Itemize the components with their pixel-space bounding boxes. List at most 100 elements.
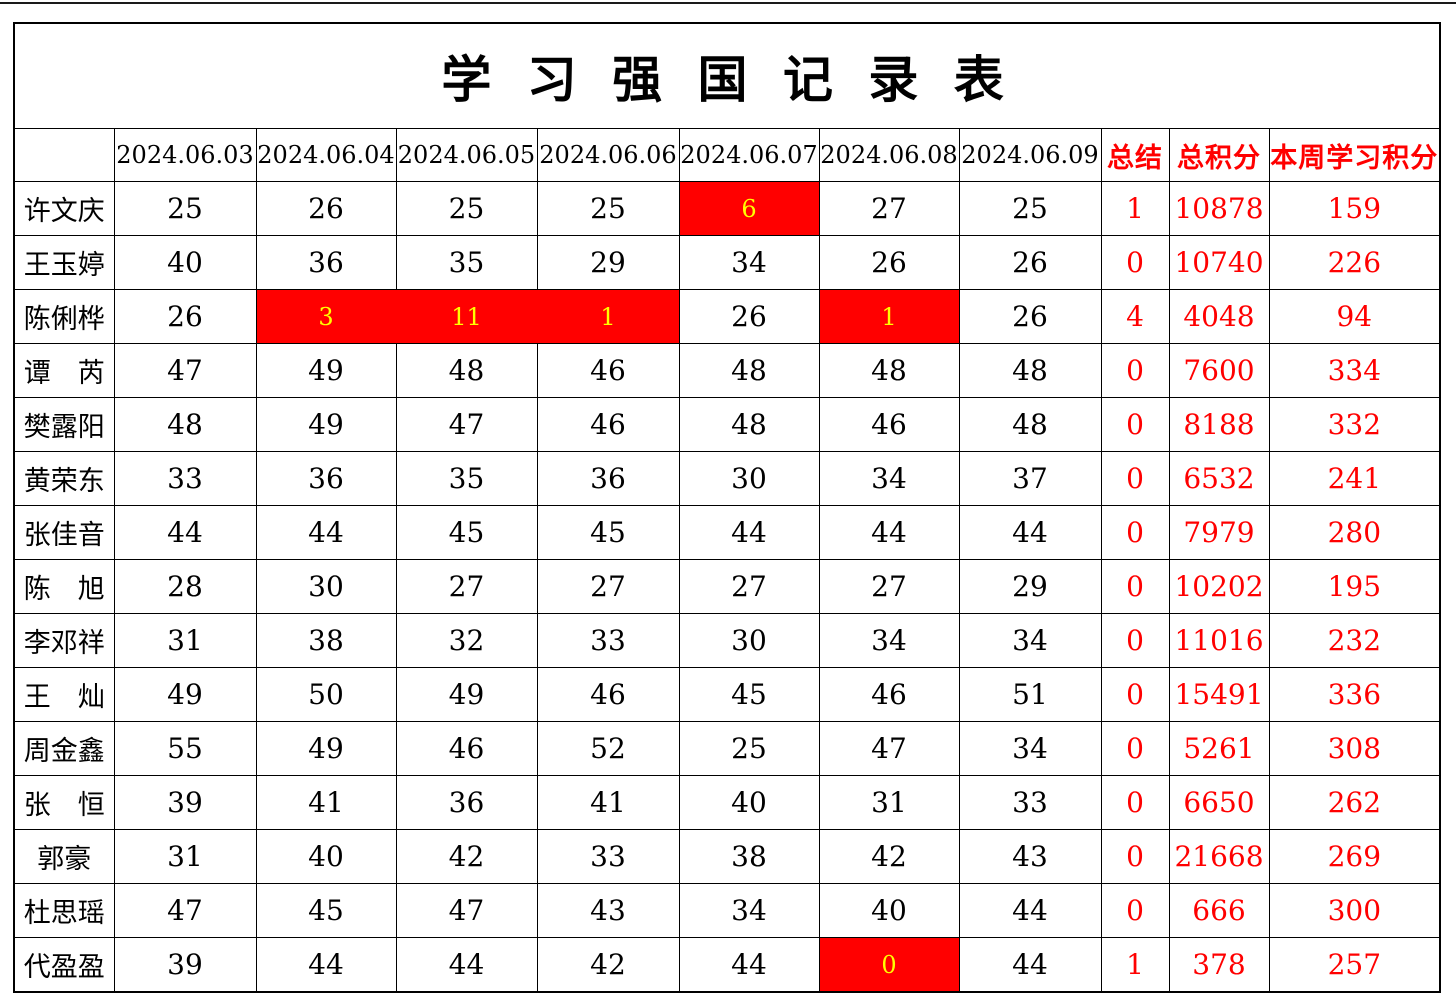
daily-score-cell: 47 — [818, 721, 960, 776]
row-name: 黄荣东 — [13, 451, 115, 506]
daily-score-cell: 48 — [113, 397, 257, 452]
row-name: 代盈盈 — [13, 937, 115, 993]
corner-cell — [13, 128, 115, 182]
daily-score-cell: 55 — [113, 721, 257, 776]
title-row: 学 习 强 国 记 录 表 — [13, 22, 1441, 129]
daily-score-cell: 42 — [536, 937, 680, 993]
daily-score-cell: 30 — [255, 559, 397, 614]
daily-score-cell: 38 — [255, 613, 397, 668]
week-points-cell: 257 — [1268, 937, 1441, 993]
row-name: 张 恒 — [13, 775, 115, 830]
daily-score-cell: 44 — [818, 505, 960, 560]
summary-count-cell: 0 — [1100, 397, 1170, 452]
daily-score-cell: 29 — [536, 235, 680, 290]
summary-count-cell: 0 — [1100, 505, 1170, 560]
total-points-cell: 7979 — [1168, 505, 1270, 560]
daily-score-cell: 40 — [255, 829, 397, 884]
daily-score-cell: 26 — [255, 181, 397, 236]
total-points-cell: 10878 — [1168, 181, 1270, 236]
daily-score-cell: 44 — [958, 937, 1102, 993]
daily-score-cell: 32 — [395, 613, 538, 668]
daily-score-cell-highlighted: 0 — [818, 937, 960, 993]
daily-score-cell: 31 — [113, 829, 257, 884]
daily-score-cell: 26 — [818, 235, 960, 290]
daily-score-cell: 49 — [395, 667, 538, 722]
table-row: 李邓祥 31 38 32 33 30 34 34 0 11016 232 — [13, 613, 1441, 668]
daily-score-cell: 39 — [113, 937, 257, 993]
row-name: 李邓祥 — [13, 613, 115, 668]
table-row: 杜思瑶 47 45 47 43 34 40 44 0 666 300 — [13, 883, 1441, 938]
table-body: 许文庆 25 26 25 25 6 27 25 1 10878 159 王玉婷 40 36 35 29 34 26… — [13, 181, 1441, 993]
daily-score-cell: 34 — [678, 883, 820, 938]
total-points-cell: 10740 — [1168, 235, 1270, 290]
total-points-cell: 7600 — [1168, 343, 1270, 398]
daily-score-cell: 43 — [958, 829, 1102, 884]
week-points-cell: 195 — [1268, 559, 1441, 614]
daily-score-cell: 28 — [113, 559, 257, 614]
daily-score-cell: 49 — [255, 721, 397, 776]
daily-score-cell: 30 — [678, 451, 820, 506]
row-name: 杜思瑶 — [13, 883, 115, 938]
summary-count-cell: 0 — [1100, 775, 1170, 830]
daily-score-cell: 48 — [395, 343, 538, 398]
daily-score-cell: 48 — [958, 397, 1102, 452]
daily-score-cell: 34 — [958, 613, 1102, 668]
total-points-cell: 5261 — [1168, 721, 1270, 776]
total-points-cell: 10202 — [1168, 559, 1270, 614]
daily-score-cell: 34 — [818, 451, 960, 506]
daily-score-cell: 44 — [958, 505, 1102, 560]
daily-score-cell: 35 — [395, 451, 538, 506]
week-points-cell: 308 — [1268, 721, 1441, 776]
daily-score-cell: 42 — [395, 829, 538, 884]
daily-score-cell: 45 — [678, 667, 820, 722]
row-name: 王 灿 — [13, 667, 115, 722]
top-divider-line — [0, 2, 1456, 4]
week-points-cell: 269 — [1268, 829, 1441, 884]
column-header-date: 2024.06.06 — [536, 128, 680, 182]
table-row: 许文庆 25 26 25 25 6 27 25 1 10878 159 — [13, 181, 1441, 236]
daily-score-cell: 36 — [395, 775, 538, 830]
daily-score-cell-highlighted: 3 — [255, 289, 397, 344]
total-points-cell: 6532 — [1168, 451, 1270, 506]
daily-score-cell: 49 — [255, 397, 397, 452]
column-header-summary: 总结 — [1100, 128, 1170, 182]
column-header-date: 2024.06.08 — [818, 128, 960, 182]
daily-score-cell: 46 — [818, 667, 960, 722]
daily-score-cell-highlighted: 1 — [536, 289, 680, 344]
table-row: 代盈盈 39 44 44 42 44 0 44 1 378 257 — [13, 937, 1441, 993]
daily-score-cell: 39 — [113, 775, 257, 830]
daily-score-cell: 25 — [113, 181, 257, 236]
daily-score-cell: 26 — [678, 289, 820, 344]
daily-score-cell: 40 — [678, 775, 820, 830]
daily-score-cell: 38 — [678, 829, 820, 884]
daily-score-cell: 42 — [818, 829, 960, 884]
daily-score-cell: 41 — [536, 775, 680, 830]
total-points-cell: 11016 — [1168, 613, 1270, 668]
daily-score-cell: 34 — [678, 235, 820, 290]
week-points-cell: 262 — [1268, 775, 1441, 830]
week-points-cell: 334 — [1268, 343, 1441, 398]
daily-score-cell: 46 — [536, 667, 680, 722]
daily-score-cell: 27 — [818, 181, 960, 236]
total-points-cell: 6650 — [1168, 775, 1270, 830]
daily-score-cell: 45 — [255, 883, 397, 938]
column-header-date: 2024.06.05 — [395, 128, 538, 182]
column-header-date: 2024.06.03 — [113, 128, 257, 182]
column-header-summary: 总积分 — [1168, 128, 1270, 182]
header-row: 2024.06.03 2024.06.04 2024.06.05 2024.06.06… — [13, 128, 1441, 182]
week-points-cell: 94 — [1268, 289, 1441, 344]
page-title: 学 习 强 国 记 录 表 — [13, 22, 1441, 129]
table-row: 周金鑫 55 49 46 52 25 47 34 0 5261 308 — [13, 721, 1441, 776]
daily-score-cell: 33 — [536, 613, 680, 668]
daily-score-cell: 43 — [536, 883, 680, 938]
daily-score-cell: 46 — [395, 721, 538, 776]
daily-score-cell: 33 — [113, 451, 257, 506]
row-name: 樊露阳 — [13, 397, 115, 452]
table-row: 王 灿 49 50 49 46 45 46 51 0 15491 336 — [13, 667, 1441, 722]
column-header-date: 2024.06.09 — [958, 128, 1102, 182]
daily-score-cell: 49 — [255, 343, 397, 398]
daily-score-cell: 36 — [536, 451, 680, 506]
summary-count-cell: 1 — [1100, 937, 1170, 993]
total-points-cell: 21668 — [1168, 829, 1270, 884]
daily-score-cell: 30 — [678, 613, 820, 668]
